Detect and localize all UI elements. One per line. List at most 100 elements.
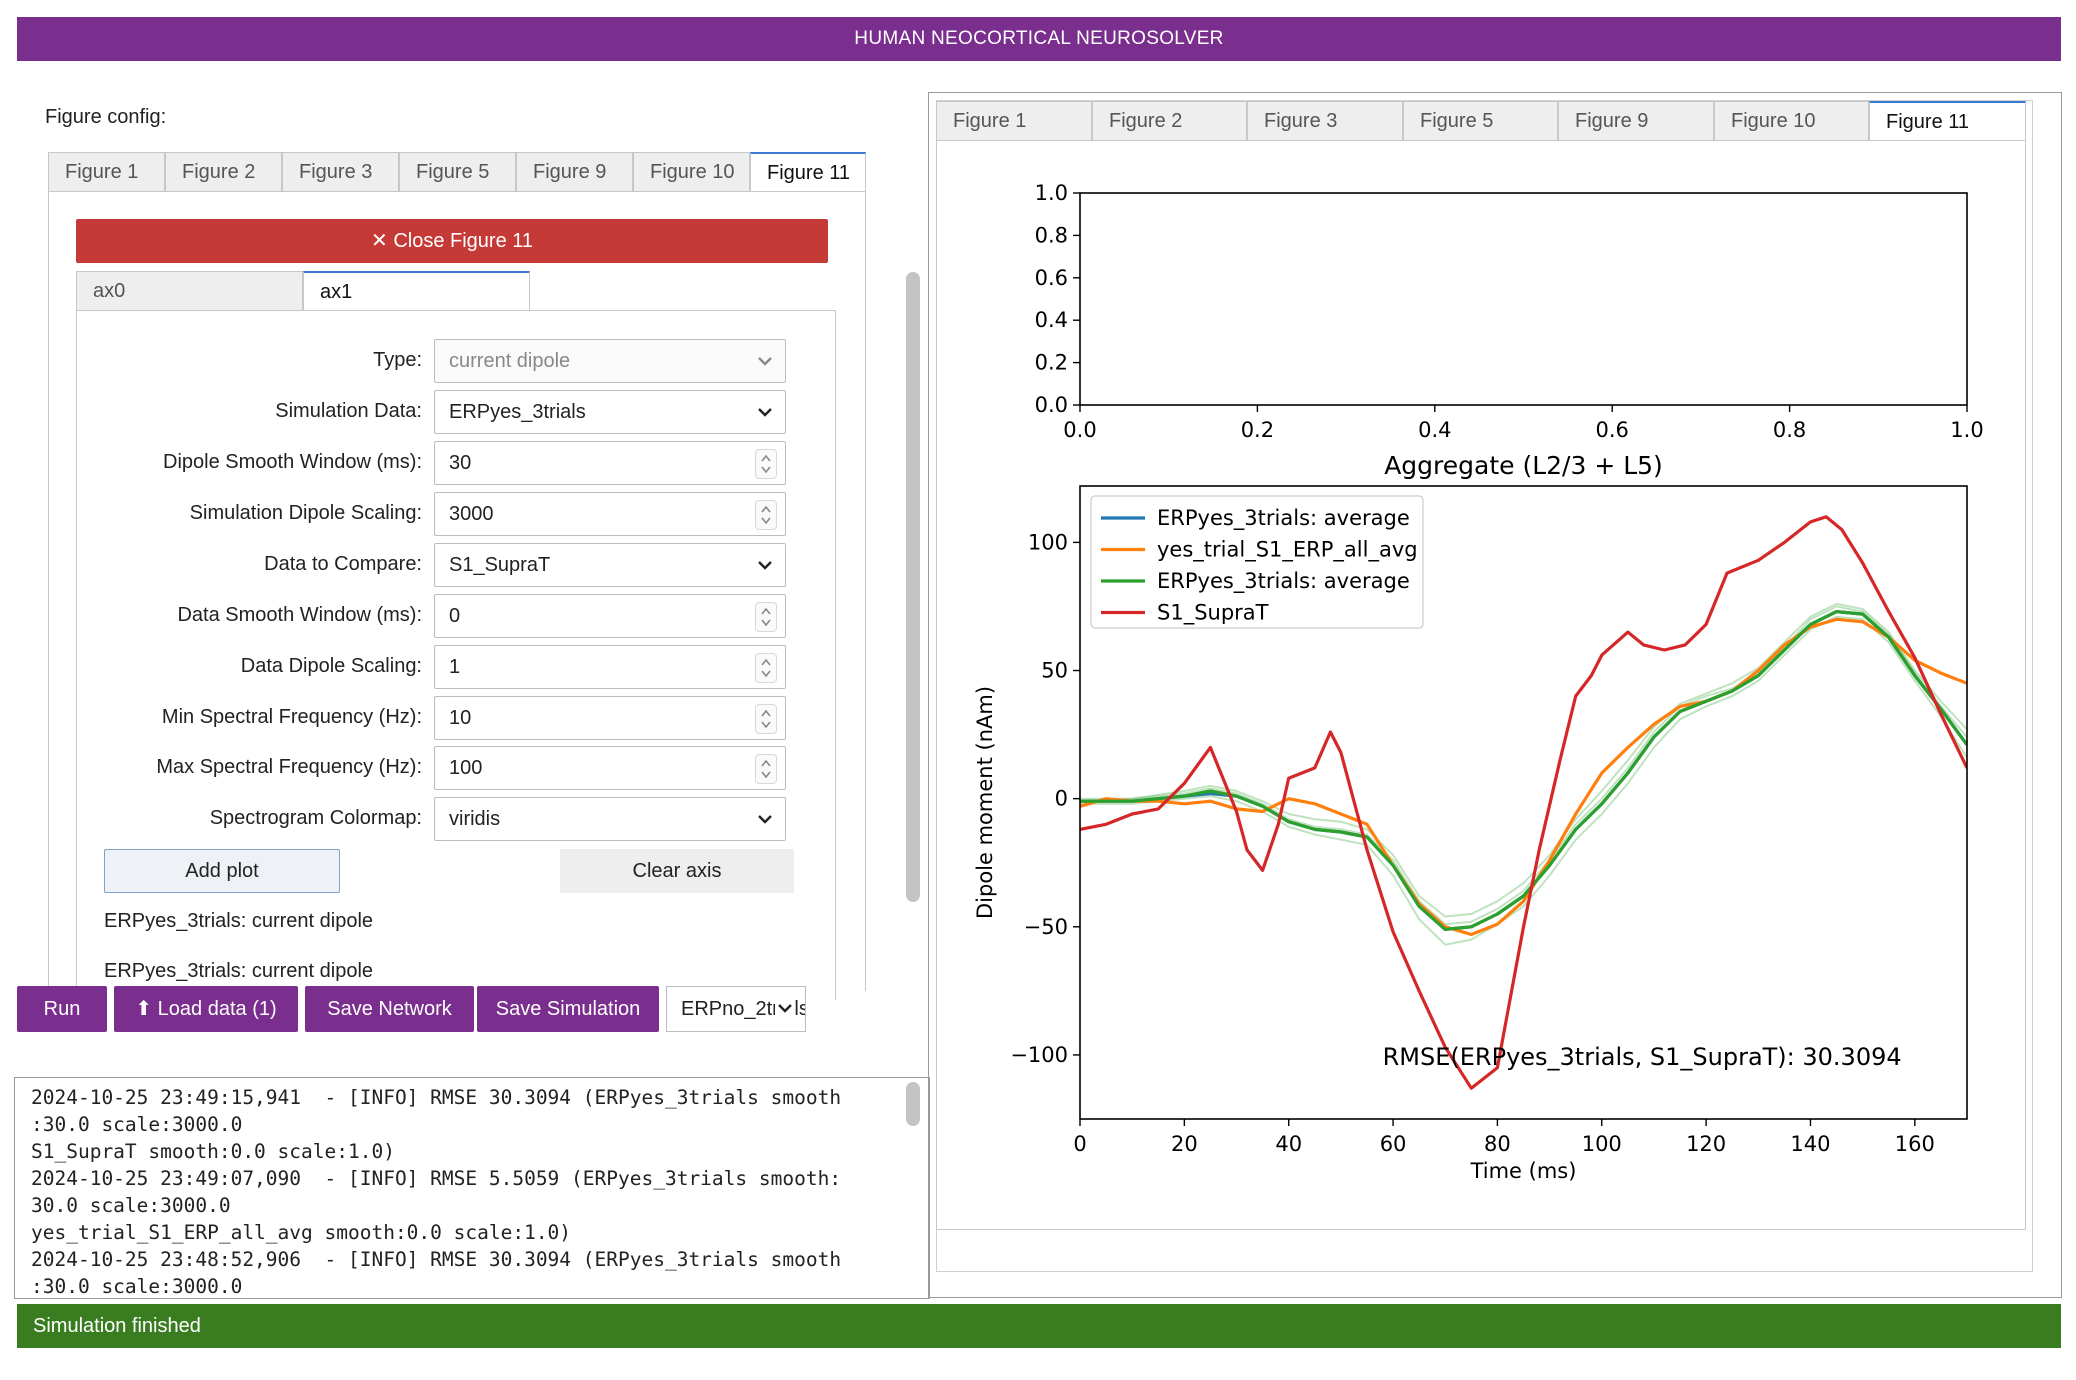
min-spectral-frequency-hz-input[interactable]: 10	[434, 696, 786, 740]
data-smooth-window-ms-value: 0	[449, 605, 461, 627]
simulation-data-select[interactable]: ERPyes_3trials	[434, 390, 786, 434]
spinner-arrows-icon[interactable]	[755, 754, 777, 784]
figure-panel	[928, 92, 2062, 1298]
tab-ax1[interactable]: ax1	[303, 271, 530, 311]
x-tick-label: 0.0	[1063, 418, 1096, 442]
config-tab-figure-11[interactable]: Figure 11	[750, 152, 866, 192]
spinner-arrows-icon[interactable]	[755, 704, 777, 734]
simulation-dipole-scaling-label: Simulation Dipole Scaling:	[189, 502, 422, 524]
add-plot-button[interactable]: Add plot	[104, 849, 340, 893]
log-output[interactable]: 2024-10-25 23:49:15,941 - [INFO] RMSE 30…	[14, 1077, 930, 1299]
series-line-4	[1080, 515, 1967, 1090]
tab-figure-11[interactable]: Figure 11	[1869, 101, 2026, 141]
tab-figure-3[interactable]: Figure 3	[1247, 101, 1403, 141]
log-line: 2024-10-25 23:48:52,906 - [INFO] RMSE 30…	[31, 1248, 842, 1271]
close-icon: ✕	[370, 230, 388, 252]
config-tab-figure-1[interactable]: Figure 1	[48, 152, 165, 192]
spinner-arrows-icon[interactable]	[755, 653, 777, 683]
x-tick-label: 0	[1073, 1132, 1086, 1156]
tab-figure-1[interactable]: Figure 1	[936, 101, 1092, 141]
upload-icon: ⬆	[135, 998, 153, 1020]
spectrogram-colormap-select[interactable]: viridis	[434, 797, 786, 841]
simulation-data-value: ERPyes_3trials	[449, 401, 586, 423]
clear-axis-button[interactable]: Clear axis	[560, 849, 794, 893]
data-smooth-window-ms-input[interactable]: 0	[434, 594, 786, 638]
log-line: :30.0 scale:3000.0	[31, 1113, 243, 1136]
y-tick-label: 0.6	[1035, 266, 1068, 290]
x-tick-label: 140	[1790, 1132, 1830, 1156]
config-tab-figure-10[interactable]: Figure 10	[633, 152, 750, 192]
x-tick-label: 20	[1171, 1132, 1198, 1156]
figure-config-label: Figure config:	[45, 106, 167, 128]
tab-figure-2[interactable]: Figure 2	[1092, 101, 1247, 141]
load-data-button[interactable]: ⬆ Load data (1)	[114, 986, 298, 1032]
spectrogram-colormap-label: Spectrogram Colormap:	[209, 807, 422, 829]
network-select[interactable]: ERPno_2trials	[666, 986, 806, 1032]
config-figure-tabs: Figure 1 Figure 2 Figure 3 Figure 5 Figu…	[48, 152, 866, 192]
config-tab-figure-5[interactable]: Figure 5	[399, 152, 516, 192]
tab-figure-5[interactable]: Figure 5	[1403, 101, 1558, 141]
max-spectral-frequency-hz-label: Max Spectral Frequency (Hz):	[156, 756, 422, 778]
close-figure-label: Close Figure 11	[393, 230, 534, 252]
figure-tab-body	[936, 140, 2026, 1230]
data-dipole-scaling-value: 1	[449, 656, 461, 678]
dipole-smooth-window-ms-input[interactable]: 30	[434, 441, 786, 485]
x-tick-label: 80	[1484, 1132, 1511, 1156]
type-label: Type:	[373, 349, 422, 371]
tab-ax0[interactable]: ax0	[76, 271, 303, 311]
chevron-down-icon	[758, 357, 772, 366]
simulation-dipole-scaling-input[interactable]: 3000	[434, 492, 786, 536]
y-tick-label: 0.8	[1035, 223, 1068, 247]
series-line-3	[1080, 610, 1967, 931]
save-simulation-button[interactable]: Save Simulation	[477, 986, 659, 1032]
chevron-down-icon	[775, 998, 795, 1018]
x-tick-label: 40	[1275, 1132, 1302, 1156]
log-line: 2024-10-25 23:49:15,941 - [INFO] RMSE 30…	[31, 1086, 842, 1109]
tab-figure-10[interactable]: Figure 10	[1714, 101, 1869, 141]
max-spectral-frequency-hz-input[interactable]: 100	[434, 746, 786, 790]
spinner-arrows-icon[interactable]	[755, 602, 777, 632]
save-network-button[interactable]: Save Network	[305, 986, 474, 1032]
y-axis-label: Dipole moment (nAm)	[973, 686, 997, 919]
close-figure-button[interactable]: ✕ Close Figure 11	[76, 219, 828, 263]
legend-entry: S1_SupraT	[1157, 601, 1269, 626]
dipole-smooth-window-ms-label: Dipole Smooth Window (ms):	[163, 451, 422, 473]
log-scrollbar[interactable]	[906, 1082, 920, 1126]
tab-figure-9[interactable]: Figure 9	[1558, 101, 1714, 141]
legend-entry: yes_trial_S1_ERP_all_avg	[1157, 538, 1418, 563]
figure-11-canvas: 0.0 0.2 0.4 0.6 0.8 1.0 0.0 0.2 0.4 0.6 0.8 1.0 Aggr…	[973, 181, 1984, 1183]
simulation-dipole-scaling-value: 3000	[449, 503, 494, 525]
plot-entry: ERPyes_3trials: current dipole	[104, 910, 374, 932]
spinner-arrows-icon[interactable]	[755, 500, 777, 530]
data-dipole-scaling-input[interactable]: 1	[434, 645, 786, 689]
config-tab-figure-9[interactable]: Figure 9	[516, 152, 633, 192]
x-tick-label: 120	[1686, 1132, 1726, 1156]
axis-tab-body	[76, 310, 836, 1000]
x-axis-label: Time (ms)	[1470, 1159, 1577, 1183]
figure-tabs: Figure 1 Figure 2 Figure 3 Figure 5 Figu…	[936, 101, 2026, 141]
config-tab-figure-3[interactable]: Figure 3	[282, 152, 399, 192]
run-button[interactable]: Run	[17, 986, 107, 1032]
y-tick-label: −100	[1010, 1043, 1068, 1067]
config-tab-body	[48, 191, 866, 991]
type-select: current dipole	[434, 339, 786, 383]
config-scrollbar[interactable]	[906, 272, 920, 902]
axis-tabs: ax0 ax1	[76, 271, 836, 311]
data-dipole-scaling-label: Data Dipole Scaling:	[240, 655, 422, 677]
log-line: S1_SupraT smooth:0.0 scale:1.0)	[31, 1140, 395, 1163]
status-text: Simulation finished	[33, 1315, 201, 1337]
log-line: 30.0 scale:3000.0	[31, 1194, 231, 1217]
y-tick-label: 0.4	[1035, 308, 1068, 332]
network-select-value: ERPno_2trials	[681, 998, 806, 1020]
spinner-arrows-icon[interactable]	[755, 449, 777, 479]
legend-entry: ERPyes_3trials: average	[1157, 569, 1410, 594]
data-to-compare-select[interactable]: S1_SupraT	[434, 543, 786, 587]
axes-frame	[1079, 192, 1968, 406]
y-tick-label: 0.0	[1035, 393, 1068, 417]
min-spectral-frequency-hz-label: Min Spectral Frequency (Hz):	[161, 706, 422, 728]
x-tick-label: 0.8	[1773, 418, 1806, 442]
config-tab-figure-2[interactable]: Figure 2	[165, 152, 282, 192]
chevron-down-icon	[758, 815, 772, 824]
y-tick-label: 0	[1055, 787, 1068, 811]
x-tick-label: 0.4	[1418, 418, 1451, 442]
